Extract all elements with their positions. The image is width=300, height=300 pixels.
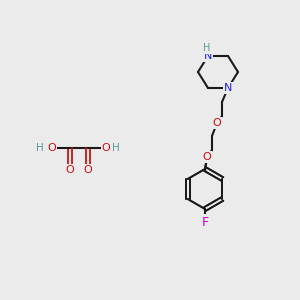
Text: O: O — [66, 165, 74, 175]
Text: N: N — [224, 83, 232, 93]
Text: F: F — [201, 215, 208, 229]
Text: O: O — [102, 143, 110, 153]
Text: H: H — [112, 143, 120, 153]
Text: O: O — [84, 165, 92, 175]
Text: N: N — [204, 51, 212, 61]
Text: O: O — [48, 143, 56, 153]
Text: O: O — [213, 118, 221, 128]
Text: H: H — [203, 43, 211, 53]
Text: O: O — [202, 152, 211, 162]
Text: H: H — [36, 143, 44, 153]
